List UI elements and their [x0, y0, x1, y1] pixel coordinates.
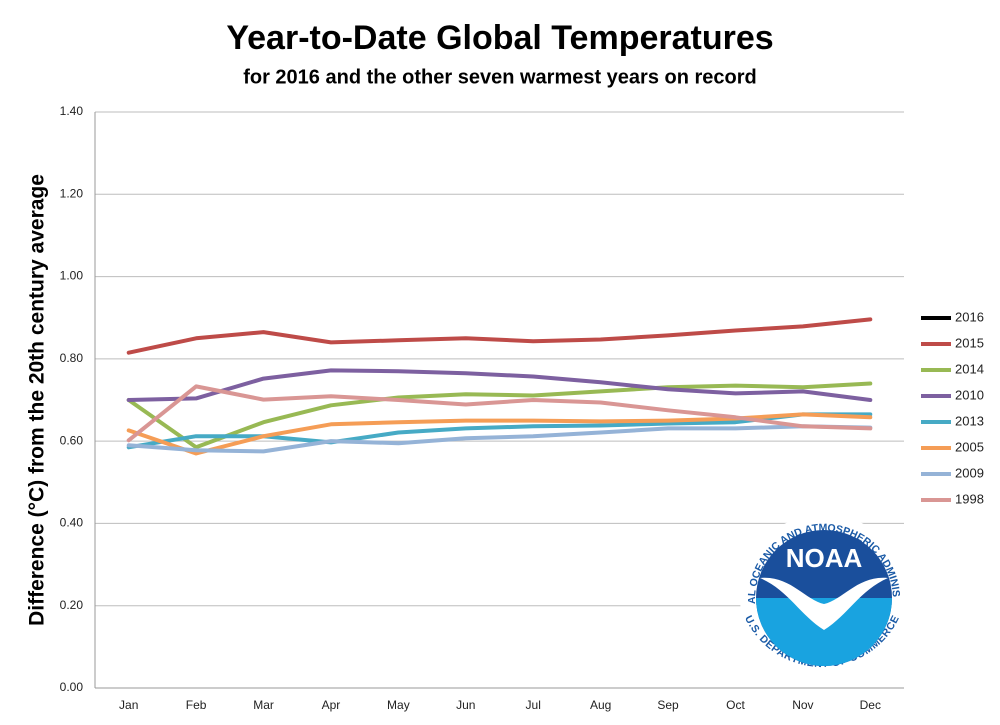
x-tick-label: Sep [657, 698, 679, 712]
legend-label: 2015 [955, 335, 984, 350]
x-tick-label: May [387, 698, 410, 712]
chart-subtitle: for 2016 and the other seven warmest yea… [243, 66, 757, 88]
legend-label: 2005 [955, 439, 984, 454]
logo-bird [760, 577, 888, 630]
legend-label: 2013 [955, 413, 984, 428]
y-tick-label: 0.00 [60, 680, 84, 694]
y-tick-label: 0.60 [60, 433, 84, 447]
x-tick-label: Aug [590, 698, 611, 712]
series-line [126, 424, 873, 454]
legend-label: 2009 [955, 465, 984, 480]
x-tick-label: Feb [186, 698, 207, 712]
logo-name: NOAA [786, 543, 863, 573]
x-tick-label: Jul [526, 698, 541, 712]
y-tick-label: 0.80 [60, 351, 84, 365]
series-line [126, 317, 873, 355]
series-line [126, 368, 873, 402]
noaa-logo: NATIONAL OCEANIC AND ATMOSPHERIC ADMINIS… [0, 0, 902, 670]
series-line [126, 381, 873, 450]
x-tick-label: Nov [792, 698, 813, 712]
legend-label: 2014 [955, 361, 984, 376]
y-tick-label: 1.20 [60, 186, 84, 200]
legend-label: 2016 [955, 309, 984, 324]
y-tick-label: 0.40 [60, 516, 84, 530]
x-tick-label: Oct [726, 698, 745, 712]
series-line [126, 412, 873, 450]
y-axis-label: Difference (°C) from the 20th century av… [26, 174, 49, 626]
y-tick-label: 0.20 [60, 598, 84, 612]
y-tick-label: 1.00 [60, 269, 84, 283]
series-line [126, 384, 873, 443]
x-tick-label: Jun [456, 698, 475, 712]
chart-title: Year-to-Date Global Temperatures [226, 19, 773, 57]
x-tick-label: Jan [119, 698, 138, 712]
logo-sea [756, 598, 892, 666]
y-tick-label: 1.40 [60, 104, 84, 118]
x-tick-label: Apr [322, 698, 341, 712]
logo-ring-top-text: NATIONAL OCEANIC AND ATMOSPHERIC ADMINIS… [0, 0, 902, 604]
legend-label: 1998 [955, 491, 984, 506]
logo-ring-top: NATIONAL OCEANIC AND ATMOSPHERIC ADMINIS… [0, 0, 902, 604]
x-tick-label: Mar [253, 698, 274, 712]
legend-label: 2010 [955, 387, 984, 402]
x-tick-label: Dec [860, 698, 881, 712]
legend: 2016 2015 2014 2010 2013 2005 2009 1998 [921, 309, 984, 506]
